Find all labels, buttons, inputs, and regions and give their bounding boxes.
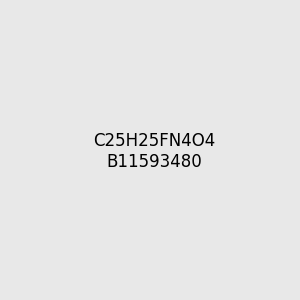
Text: C25H25FN4O4
B11593480: C25H25FN4O4 B11593480	[93, 132, 215, 171]
